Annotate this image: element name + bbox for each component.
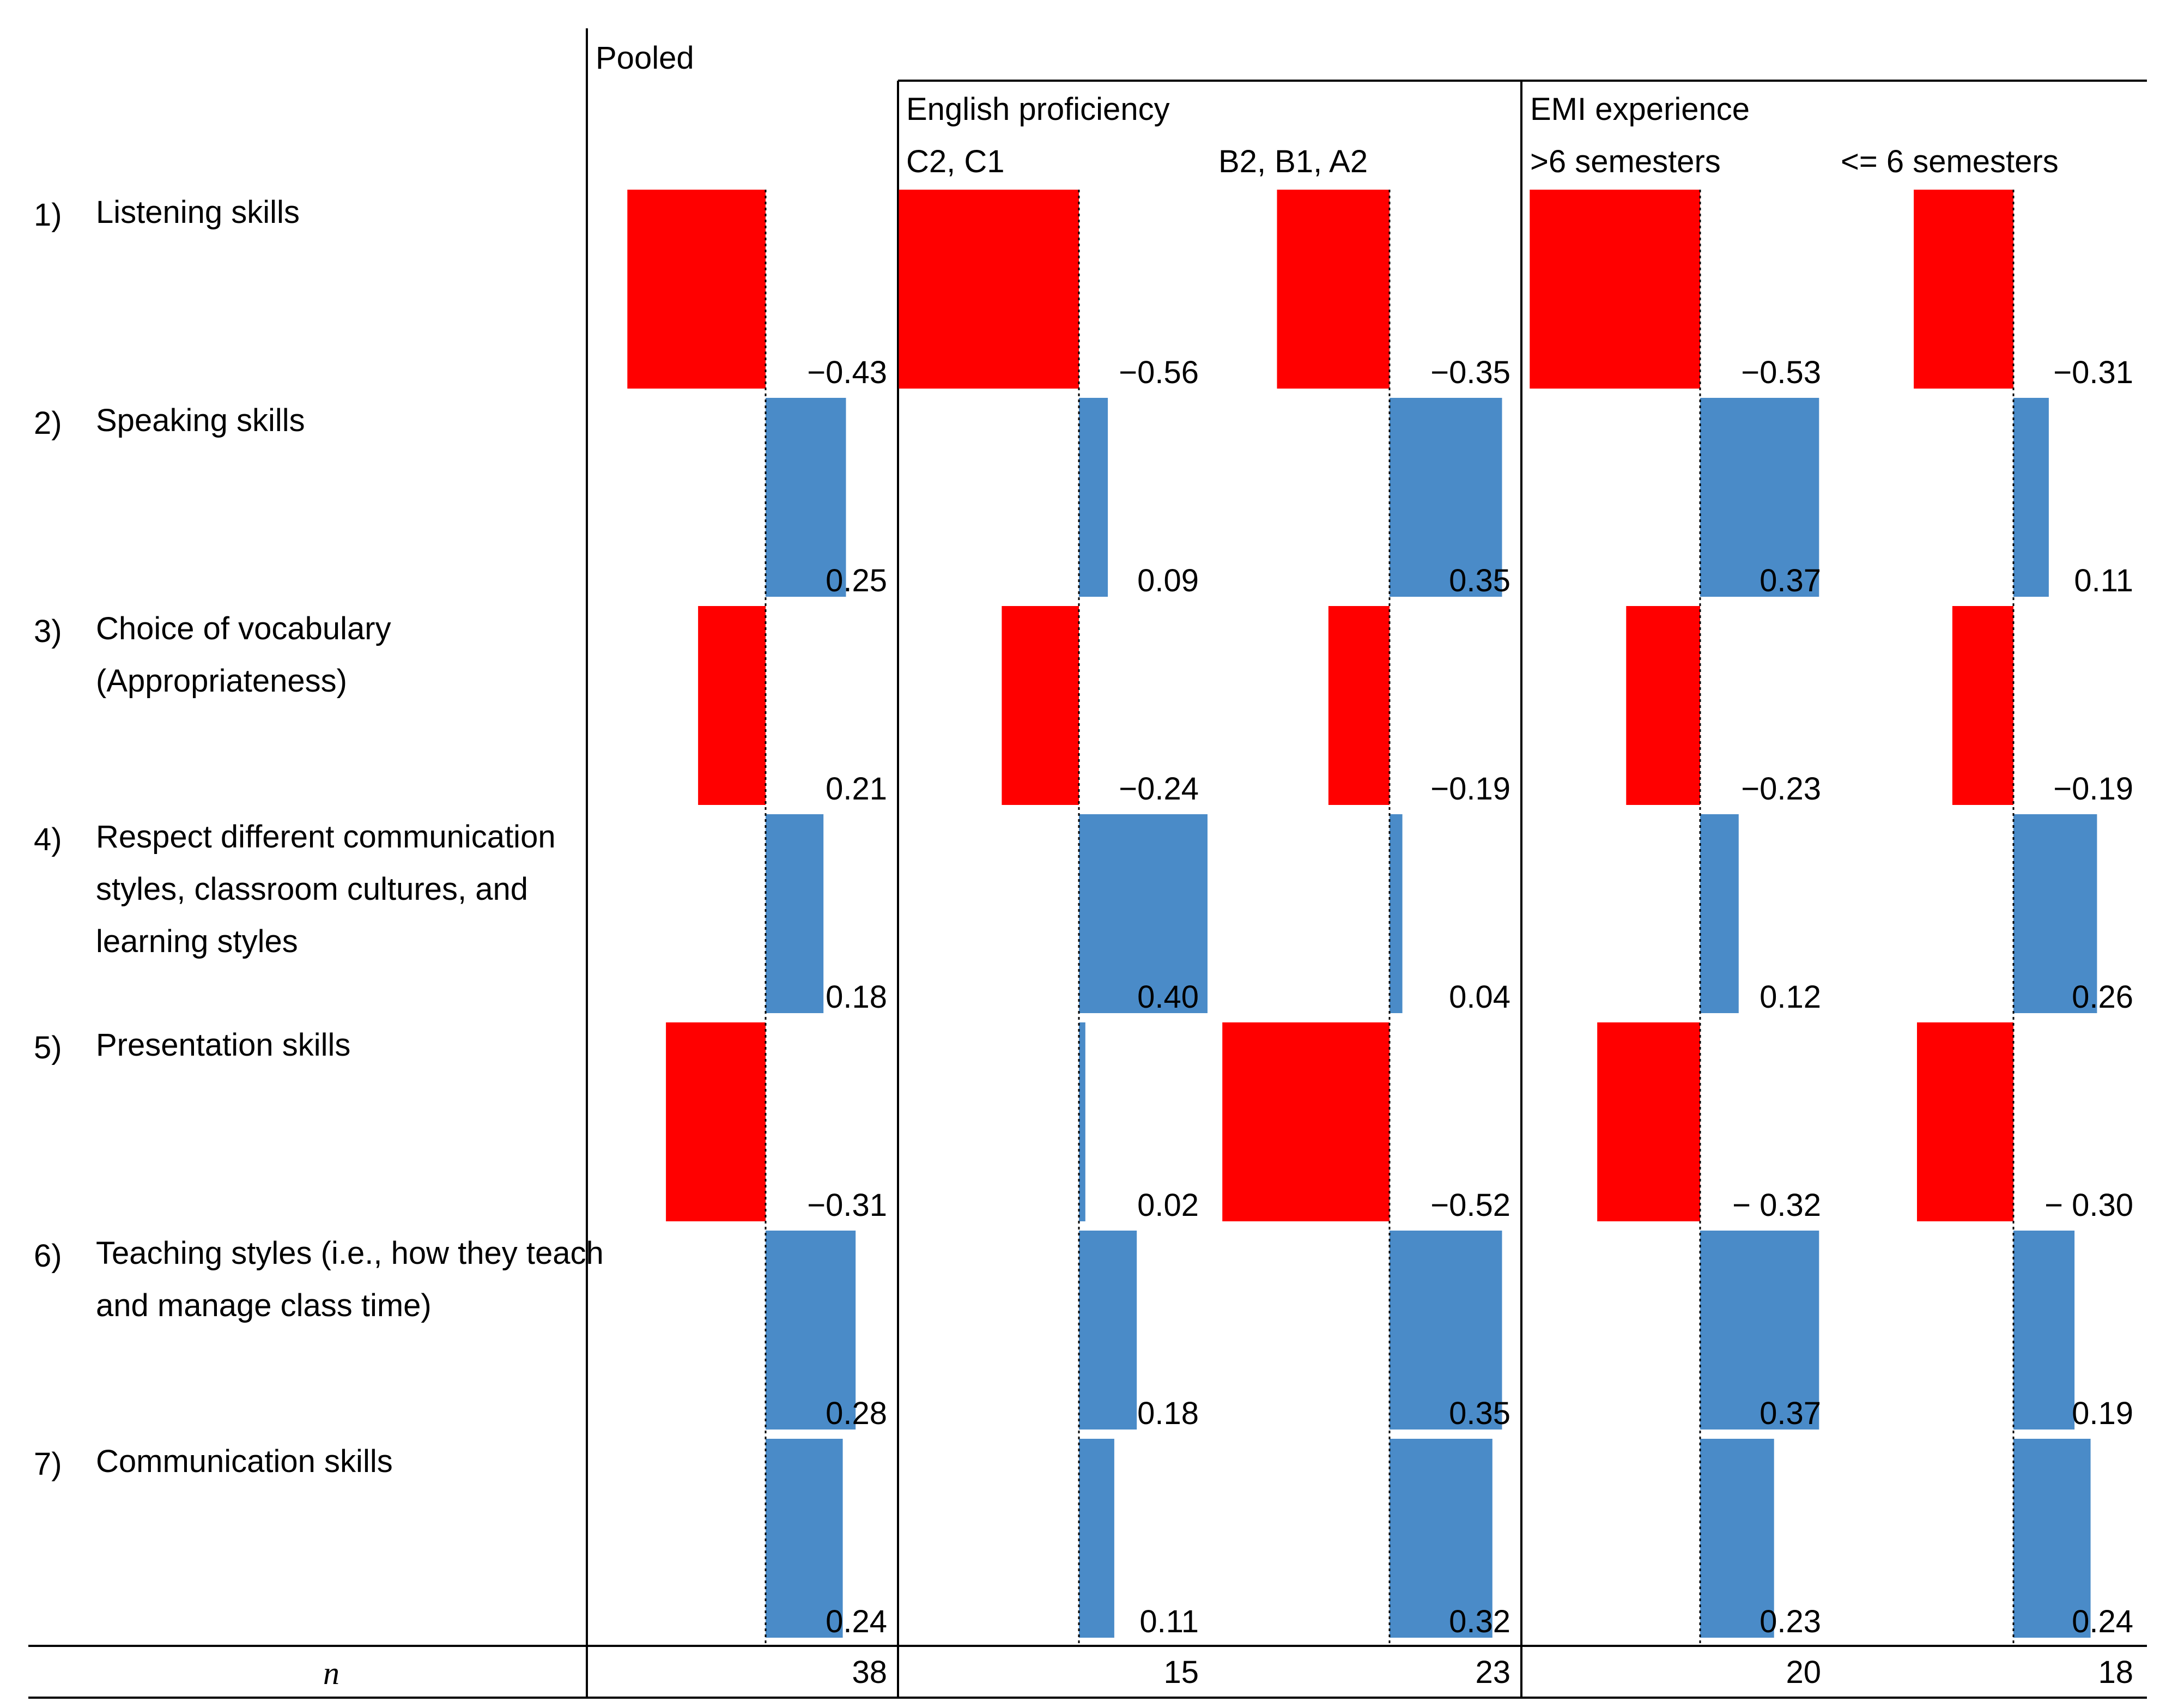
bar-item4-gt6 bbox=[1700, 814, 1739, 1013]
item-label: Respect different communication styles, … bbox=[96, 819, 556, 959]
n-value-pooled: 38 bbox=[852, 1655, 887, 1690]
item-number: 1) bbox=[34, 197, 62, 233]
item-number: 5) bbox=[34, 1030, 62, 1065]
value-label-item6-gt6: 0.37 bbox=[1760, 1396, 1821, 1431]
bar-item7-gt6 bbox=[1700, 1439, 1774, 1638]
value-label-item7-b2b1a2: 0.32 bbox=[1449, 1604, 1510, 1639]
value-label-item5-c2c1: 0.02 bbox=[1137, 1188, 1199, 1223]
value-label-item3-gt6: −0.23 bbox=[1741, 771, 1821, 807]
value-label-item2-b2b1a2: 0.35 bbox=[1449, 563, 1510, 598]
bar-item4-c2c1 bbox=[1079, 814, 1208, 1013]
bar-item4-b2b1a2 bbox=[1390, 814, 1403, 1013]
item-label: Communication skills bbox=[96, 1444, 393, 1479]
column-label-c2c1: C2, C1 bbox=[906, 144, 1005, 179]
item-label: Teaching styles (i.e., how they teach an… bbox=[96, 1235, 604, 1323]
value-label-item4-b2b1a2: 0.04 bbox=[1449, 979, 1510, 1015]
bar-item2-pooled bbox=[766, 398, 846, 597]
n-value-gt6: 20 bbox=[1786, 1655, 1821, 1690]
item-label: Speaking skills bbox=[96, 403, 305, 438]
bar-item3-c2c1 bbox=[1002, 606, 1079, 805]
bar-item4-le6 bbox=[2013, 814, 2097, 1013]
bar-item7-b2b1a2 bbox=[1390, 1439, 1492, 1638]
header-pooled: Pooled bbox=[596, 40, 694, 76]
item-label: Presentation skills bbox=[96, 1027, 351, 1063]
value-label-item3-c2c1: −0.24 bbox=[1119, 771, 1199, 807]
bar-item7-le6 bbox=[2013, 1439, 2091, 1638]
bar-item5-gt6 bbox=[1597, 1022, 1700, 1221]
n-value-le6: 18 bbox=[2098, 1655, 2133, 1690]
bar-item6-gt6 bbox=[1700, 1231, 1819, 1430]
value-label-item7-gt6: 0.23 bbox=[1760, 1604, 1821, 1639]
value-label-item2-pooled: 0.25 bbox=[826, 563, 887, 598]
header-emi-experience: EMI experience bbox=[1530, 92, 1750, 127]
value-label-item2-gt6: 0.37 bbox=[1760, 563, 1821, 598]
bar-item7-c2c1 bbox=[1079, 1439, 1114, 1638]
value-label-item3-b2b1a2: −0.19 bbox=[1430, 771, 1510, 807]
value-label-item1-gt6: −0.53 bbox=[1741, 355, 1821, 390]
item-number: 7) bbox=[34, 1446, 62, 1482]
column-label-gt6-semesters: >6 semesters bbox=[1530, 144, 1721, 179]
value-label-item1-pooled: −0.43 bbox=[807, 355, 887, 390]
bar-item1-pooled bbox=[627, 190, 766, 389]
bar-item3-gt6 bbox=[1626, 606, 1700, 805]
value-label-item7-pooled: 0.24 bbox=[826, 1604, 887, 1639]
bar-item5-le6 bbox=[1917, 1022, 2013, 1221]
bar-item6-pooled bbox=[766, 1231, 856, 1430]
value-label-item3-pooled: 0.21 bbox=[826, 771, 887, 807]
value-label-item1-le6: −0.31 bbox=[2053, 355, 2133, 390]
bar-item2-gt6 bbox=[1700, 398, 1819, 597]
bar-item2-c2c1 bbox=[1079, 398, 1108, 597]
bar-item5-c2c1 bbox=[1079, 1022, 1085, 1221]
value-label-item4-pooled: 0.18 bbox=[826, 979, 887, 1015]
value-label-item4-le6: 0.26 bbox=[2072, 979, 2133, 1015]
value-label-item5-b2b1a2: −0.52 bbox=[1430, 1188, 1510, 1223]
value-label-item2-le6: 0.11 bbox=[2074, 563, 2133, 598]
column-label-le6-semesters: <= 6 semesters bbox=[1841, 144, 2059, 179]
item-label: Choice of vocabulary (Appropriateness) bbox=[96, 611, 391, 699]
value-label-item6-le6: 0.19 bbox=[2072, 1396, 2133, 1431]
value-label-item6-b2b1a2: 0.35 bbox=[1449, 1396, 1510, 1431]
bar-item3-b2b1a2 bbox=[1328, 606, 1390, 805]
value-label-item6-c2c1: 0.18 bbox=[1137, 1396, 1199, 1431]
bar-item3-le6 bbox=[1952, 606, 2013, 805]
bar-item6-c2c1 bbox=[1079, 1231, 1137, 1430]
value-label-item7-c2c1: 0.11 bbox=[1139, 1604, 1199, 1639]
bar-item2-le6 bbox=[2013, 398, 2049, 597]
value-label-item5-pooled: −0.31 bbox=[807, 1188, 887, 1223]
value-label-item4-c2c1: 0.40 bbox=[1137, 979, 1199, 1015]
value-label-item7-le6: 0.24 bbox=[2072, 1604, 2133, 1639]
bar-item1-b2b1a2 bbox=[1277, 190, 1390, 389]
item-number: 6) bbox=[34, 1238, 62, 1274]
n-value-b2b1a2: 23 bbox=[1475, 1655, 1510, 1690]
value-label-item2-c2c1: 0.09 bbox=[1137, 563, 1199, 598]
bar-item1-c2c1 bbox=[899, 190, 1079, 389]
bar-item5-b2b1a2 bbox=[1222, 1022, 1390, 1221]
value-label-item6-pooled: 0.28 bbox=[826, 1396, 887, 1431]
header-english-proficiency: English proficiency bbox=[906, 92, 1170, 127]
bar-item5-pooled bbox=[666, 1022, 766, 1221]
n-value-c2c1: 15 bbox=[1163, 1655, 1199, 1690]
bar-item3-pooled bbox=[698, 606, 766, 805]
value-label-item1-b2b1a2: −0.35 bbox=[1430, 355, 1510, 390]
item-number: 2) bbox=[34, 405, 62, 441]
bar-item6-le6 bbox=[2013, 1231, 2075, 1430]
column-label-b2b1a2: B2, B1, A2 bbox=[1218, 144, 1368, 179]
value-label-item4-gt6: 0.12 bbox=[1760, 979, 1821, 1015]
value-label-item5-le6: − 0.30 bbox=[2044, 1188, 2133, 1223]
value-label-item3-le6: −0.19 bbox=[2053, 771, 2133, 807]
value-label-item5-gt6: − 0.32 bbox=[1732, 1188, 1821, 1223]
bar-item2-b2b1a2 bbox=[1390, 398, 1502, 597]
bar-item4-pooled bbox=[766, 814, 824, 1013]
bar-item1-gt6 bbox=[1530, 190, 1700, 389]
value-label-item1-c2c1: −0.56 bbox=[1119, 355, 1199, 390]
bar-item7-pooled bbox=[766, 1439, 843, 1638]
bar-item1-le6 bbox=[1914, 190, 2013, 389]
item-number: 3) bbox=[34, 614, 62, 649]
bar-item6-b2b1a2 bbox=[1390, 1231, 1502, 1430]
item-number: 4) bbox=[34, 822, 62, 857]
n-row-label: n bbox=[323, 1655, 339, 1691]
item-label: Listening skills bbox=[96, 195, 300, 230]
